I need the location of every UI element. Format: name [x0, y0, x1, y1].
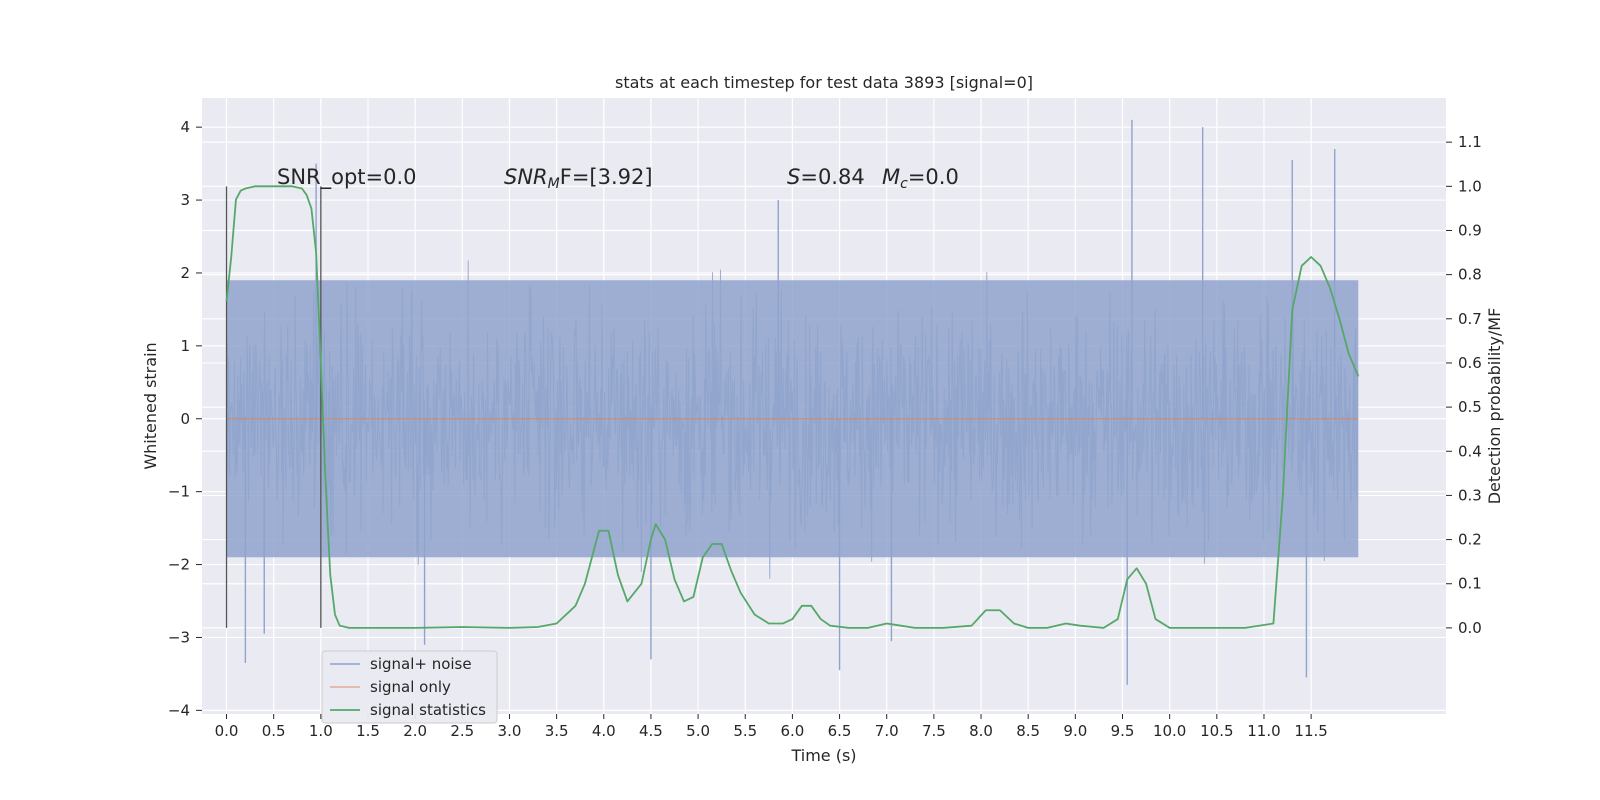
y-left-tick-label: 0	[180, 410, 190, 428]
y-right-tick-label: 0.6	[1458, 354, 1482, 372]
annotation-snr-opt: SNR_opt=0.0	[277, 165, 417, 190]
x-tick-label: 11.5	[1294, 722, 1327, 740]
x-tick-label: 9.5	[1111, 722, 1135, 740]
x-tick-label: 1.5	[356, 722, 380, 740]
x-tick-label: 0.0	[215, 722, 239, 740]
chart-title: stats at each timestep for test data 389…	[615, 73, 1033, 92]
x-tick-label: 10.5	[1200, 722, 1233, 740]
x-tick-label: 5.5	[733, 722, 757, 740]
x-tick-label: 0.5	[262, 722, 286, 740]
marker-vertical-lines	[225, 186, 322, 628]
x-tick-label: 1.0	[309, 722, 333, 740]
y-right-tick-label: 0.8	[1458, 266, 1482, 284]
noise-trace	[226, 260, 1359, 579]
x-tick-label: 3.5	[545, 722, 569, 740]
x-tick-label: 4.0	[592, 722, 616, 740]
annotation-s: S=0.84	[787, 165, 865, 189]
x-tick-label: 11.0	[1247, 722, 1280, 740]
x-tick-label: 7.5	[922, 722, 946, 740]
y-left-tick-label: 4	[180, 118, 190, 136]
y-right-tick-label: 1.1	[1458, 133, 1482, 151]
annotation-mc: Mc=0.0	[882, 165, 959, 192]
x-tick-label: 9.0	[1063, 722, 1087, 740]
y-right-tick-label: 0.2	[1458, 531, 1482, 549]
x-tick-label: 4.5	[639, 722, 663, 740]
annotation-snr-mf: SNRMF=[3.92]	[504, 165, 653, 192]
x-tick-label: 6.5	[828, 722, 852, 740]
y-left-tick-label: −2	[168, 556, 190, 574]
y-right-tick-label: 1.0	[1458, 177, 1482, 195]
y-right-tick-label: 0.0	[1458, 619, 1482, 637]
y-right-tick-label: 0.1	[1458, 575, 1482, 593]
x-tick-label: 6.0	[780, 722, 804, 740]
y-axis-label-right: Detection probability/MF	[1485, 308, 1504, 505]
legend-label-signal-only: signal only	[370, 678, 451, 696]
x-tick-label: 2.0	[403, 722, 427, 740]
y-right-tick-label: 0.3	[1458, 486, 1482, 504]
statistics-line	[225, 185, 1360, 629]
x-tick-label: 3.0	[498, 722, 522, 740]
x-axis-label: Time (s)	[790, 746, 856, 765]
legend-box	[321, 650, 498, 724]
y-right-tick-label: 0.9	[1458, 221, 1482, 239]
y-left-tick-label: −1	[168, 483, 190, 501]
y-right-tick-label: 0.5	[1458, 398, 1482, 416]
y-axis-label-left: Whitened strain	[141, 342, 160, 469]
legend: signal+ noise signal only signal statist…	[321, 650, 498, 724]
legend-label-signal-noise: signal+ noise	[370, 655, 472, 673]
y-left-tick-label: −4	[168, 701, 190, 719]
y-left-tick-label: 3	[180, 191, 190, 209]
y-right-tick-label: 0.7	[1458, 310, 1482, 328]
y-right-tick-label: 0.4	[1458, 442, 1482, 460]
x-tick-label: 5.0	[686, 722, 710, 740]
x-tick-label: 7.0	[875, 722, 899, 740]
x-tick-label: 10.0	[1153, 722, 1186, 740]
y-left-tick-label: 2	[180, 264, 190, 282]
x-tick-label: 8.0	[969, 722, 993, 740]
axis-ticks: 0.0 0.5 1.0 1.5 2.0 2.5 3.0 3.5 4.0 4.5 5.0 5.5 6.0 6…	[168, 118, 1482, 740]
legend-label-signal-statistics: signal statistics	[370, 701, 486, 719]
x-tick-label: 2.5	[450, 722, 474, 740]
y-left-tick-label: −3	[168, 628, 190, 646]
series-signal-statistics	[225, 185, 1360, 629]
x-tick-label: 8.5	[1016, 722, 1040, 740]
y-left-tick-label: 1	[180, 337, 190, 355]
